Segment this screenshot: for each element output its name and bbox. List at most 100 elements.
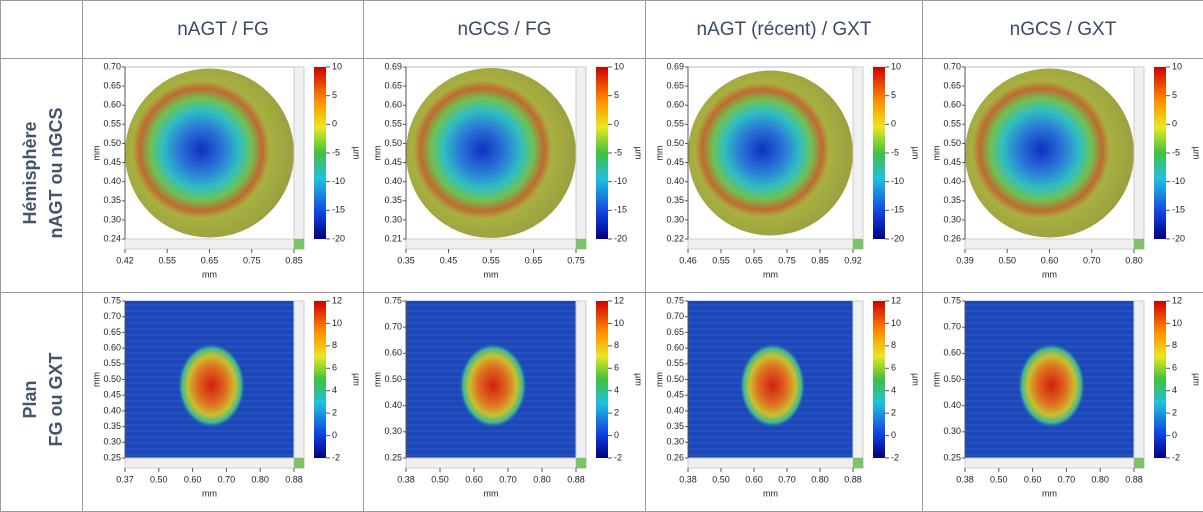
surface-spot — [459, 343, 527, 428]
x-axis-label: mm — [763, 269, 778, 279]
scrollbar-h — [688, 458, 853, 468]
y-tick-label: 0.55 — [384, 119, 402, 129]
surface-plot: 0.690.650.600.550.500.450.400.350.300.21… — [364, 59, 645, 287]
x-tick-label: 0.39 — [956, 255, 974, 265]
colorbar-tick-label: 12 — [1172, 295, 1182, 305]
colorbar-tick-label: 8 — [614, 340, 619, 350]
y-tick-label: 0.70 — [103, 311, 121, 321]
colorbar-tick-label: -15 — [1172, 205, 1185, 215]
surface-spot — [1018, 343, 1086, 428]
colorbar-tick-label: 6 — [332, 363, 337, 373]
row-label-line: FG ou GXT — [46, 353, 66, 447]
colorbar-tick-label: 0 — [1172, 119, 1177, 129]
corner-cell — [1, 1, 83, 59]
y-tick-label: 0.60 — [384, 100, 402, 110]
x-tick-label: 0.75 — [243, 255, 261, 265]
x-tick-label: 0.45 — [440, 255, 458, 265]
y-tick-label: 0.50 — [384, 374, 402, 384]
y-tick-label: 0.55 — [943, 119, 961, 129]
colorbar-tick-label: -5 — [891, 147, 899, 157]
y-tick-label: 0.50 — [666, 374, 684, 384]
y-tick-label: 0.60 — [384, 348, 402, 358]
y-tick-label: 0.75 — [384, 295, 402, 305]
x-tick-label: 0.88 — [1125, 474, 1143, 484]
x-tick-label: 0.70 — [218, 474, 236, 484]
y-tick-label: 0.55 — [666, 358, 684, 368]
x-tick-label: 0.80 — [1125, 255, 1143, 265]
scrollbar-v — [576, 67, 586, 239]
x-tick-label: 0.80 — [533, 474, 551, 484]
x-tick-label: 0.42 — [116, 255, 134, 265]
scrollbar-h — [965, 239, 1134, 249]
x-tick-label: 0.65 — [525, 255, 543, 265]
zoom-button — [576, 239, 586, 249]
x-tick-label: 0.38 — [956, 474, 974, 484]
colorbar-label: µm — [1192, 147, 1202, 160]
colorbar-tick-label: 6 — [614, 363, 619, 373]
y-tick-label: 0.70 — [103, 61, 121, 71]
scrollbar-v — [1134, 67, 1144, 239]
y-tick-label: 0.40 — [666, 176, 684, 186]
x-tick-label: 0.70 — [1058, 474, 1076, 484]
y-tick-label: 0.50 — [103, 374, 121, 384]
x-tick-label: 0.55 — [158, 255, 176, 265]
colorbar-tick-label: -2 — [1172, 452, 1180, 462]
colorbar-tick-label: 4 — [1172, 385, 1177, 395]
x-tick-label: 0.70 — [499, 474, 517, 484]
colorbar-tick-label: 4 — [891, 385, 896, 395]
colorbar-label: µm — [352, 147, 362, 160]
y-tick-label: 0.26 — [666, 452, 684, 462]
y-tick-label: 0.50 — [943, 138, 961, 148]
colorbar-tick-label: 10 — [332, 318, 342, 328]
colorbar-tick-label: 0 — [614, 430, 619, 440]
colorbar-tick-label: 4 — [614, 385, 619, 395]
colorbar-tick-label: -10 — [891, 176, 904, 186]
y-tick-label: 0.69 — [666, 61, 684, 71]
colorbar-tick-label: 10 — [891, 61, 901, 71]
colorbar-tick-label: -2 — [332, 452, 340, 462]
colorbar-tick-label: 0 — [891, 119, 896, 129]
y-tick-label: 0.60 — [666, 342, 684, 352]
y-tick-label: 0.70 — [666, 311, 684, 321]
x-axis-label: mm — [202, 269, 217, 279]
colorbar — [314, 301, 326, 458]
zoom-button — [853, 239, 863, 249]
x-tick-label: 0.35 — [397, 255, 415, 265]
y-tick-label: 0.60 — [943, 348, 961, 358]
y-tick-label: 0.60 — [103, 100, 121, 110]
colorbar-label: µm — [911, 147, 921, 160]
y-tick-label: 0.50 — [666, 138, 684, 148]
column-header: nAGT / FG — [83, 1, 364, 59]
zoom-button — [853, 458, 863, 468]
y-tick-label: 0.60 — [666, 100, 684, 110]
scrollbar-h — [406, 458, 576, 468]
x-tick-label: 0.75 — [567, 255, 585, 265]
colorbar-tick-label: 10 — [614, 61, 624, 71]
x-tick-label: 0.65 — [745, 255, 763, 265]
y-tick-label: 0.70 — [384, 322, 402, 332]
colorbar-tick-label: 4 — [332, 385, 337, 395]
colorbar-tick-label: 2 — [332, 408, 337, 418]
y-tick-label: 0.25 — [943, 452, 961, 462]
y-tick-label: 0.60 — [943, 100, 961, 110]
colorbar-tick-label: -20 — [332, 233, 345, 243]
y-tick-label: 0.35 — [666, 195, 684, 205]
y-tick-label: 0.75 — [943, 295, 961, 305]
row-label-line: Hémisphère — [20, 121, 40, 224]
y-axis-label: mm — [91, 146, 101, 161]
x-axis-label: mm — [484, 269, 499, 279]
y-tick-label: 0.69 — [384, 61, 402, 71]
colorbar-tick-label: 2 — [614, 408, 619, 418]
colorbar-tick-label: -5 — [614, 147, 622, 157]
y-tick-label: 0.30 — [103, 214, 121, 224]
y-tick-label: 0.50 — [943, 374, 961, 384]
x-tick-label: 0.60 — [745, 474, 763, 484]
